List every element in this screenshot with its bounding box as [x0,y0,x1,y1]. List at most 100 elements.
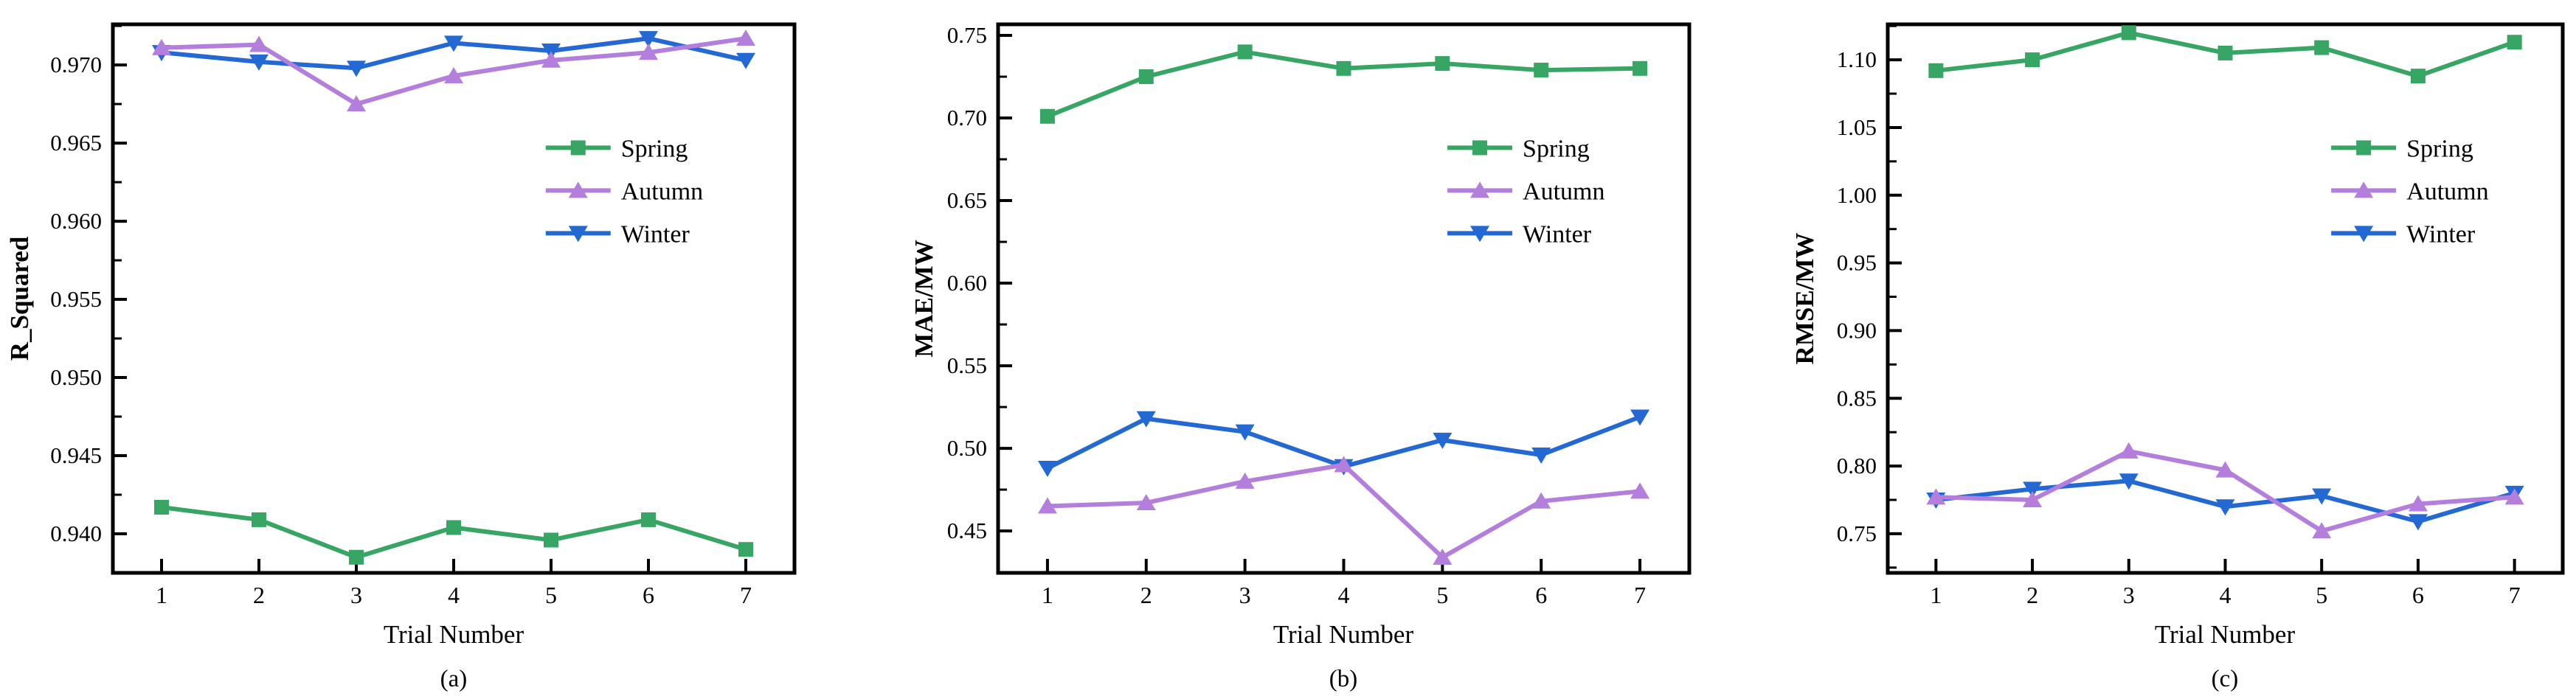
winter-marker [2119,473,2139,490]
y-tick-label: 0.95 [1837,250,1877,276]
autumn-marker [1334,456,1354,473]
spring-marker [2217,45,2233,60]
x-tick-label: 6 [2412,582,2424,608]
autumn-series [152,29,755,112]
legend-item-spring: Spring [545,135,688,162]
legend-marker [2354,181,2374,198]
autumn-marker [736,29,755,46]
spring-marker [738,542,753,557]
legend: Spring Autumn Winter [545,135,703,248]
autumn-marker [1235,472,1255,489]
autumn-marker [1531,492,1551,509]
panel-caption-c: (c) [2212,666,2239,692]
spring-marker [1138,69,1154,85]
spring-marker [2121,25,2136,41]
legend-item-spring: Spring [1447,135,1590,162]
autumn-marker [2023,491,2043,508]
y-tick-label: 0.75 [1837,521,1877,546]
y-tick-label: 0.55 [947,352,987,378]
spring-marker [1632,60,1648,76]
x-tick-label: 6 [1535,582,1547,608]
x-tick-label: 3 [1239,582,1251,608]
chart-svg-c: 0.75 0.80 0.85 0.90 0.95 1.00 1.05 1.10 1 2 3 4 5 6 7 S… [1790,22,2565,692]
y-tick-label: 0.970 [50,52,102,77]
winter-marker [1531,448,1551,464]
autumn-marker [1630,482,1650,499]
x-tick-label: 7 [1634,582,1646,608]
y-tick-label: 0.80 [1837,453,1877,478]
y-tick-label: 0.950 [50,364,102,390]
y-axis-ticks: 0.940 0.945 0.950 0.955 0.960 0.965 0.970 [50,24,127,546]
y-tick-label: 0.65 [947,187,987,213]
legend: Spring Autumn Winter [2331,135,2489,248]
legend-label: Spring [2406,135,2473,162]
chart-area-b: 0.45 0.50 0.55 0.60 0.65 0.70 0.75 1 2 3 4 5 6 7 Sprin… [947,22,1692,608]
x-axis-ticks: 1 2 3 4 5 6 7 [1930,559,2521,608]
autumn-marker [249,35,269,52]
legend-marker [1470,226,1490,243]
legend-item-winter: Winter [2331,220,2476,248]
y-tick-label: 0.50 [947,435,987,461]
x-tick-label: 3 [2123,582,2135,608]
spring-series [154,499,753,565]
y-tick-label: 0.955 [50,286,102,312]
y-tick-label: 0.965 [50,130,102,156]
x-tick-label: 5 [1436,582,1448,608]
spring-marker [349,549,364,565]
plot-frame [996,22,1692,575]
y-tick-label: 0.960 [50,208,102,234]
legend-label: Autumn [1523,178,1604,205]
x-axis-ticks: 1 2 3 4 5 6 7 [156,559,752,608]
autumn-marker [347,95,366,112]
x-tick-label: 7 [740,582,752,608]
autumn-series [1037,456,1650,565]
spring-marker [2410,69,2426,84]
autumn-series [1926,442,2524,539]
spring-series [1039,44,1648,124]
chart-area-a: 0.940 0.945 0.950 0.955 0.960 0.965 0.970 1 2 3 4 5… [50,22,797,608]
winter-marker [249,54,269,71]
x-tick-label: 4 [2220,582,2232,608]
x-tick-label: 7 [2509,582,2521,608]
winter-marker [1136,411,1156,428]
autumn-marker [1136,494,1156,511]
autumn-marker [152,38,171,55]
spring-marker [1435,56,1450,72]
y-tick-label: 0.90 [1837,317,1877,343]
winter-marker [1037,460,1057,477]
x-tick-label: 1 [1042,582,1053,608]
autumn-marker [1433,548,1453,565]
y-axis-title-b: MAE/MW [910,240,938,357]
legend-marker [2356,140,2372,156]
winter-marker [1433,432,1453,449]
legend-marker [2354,226,2374,243]
y-axis-title-c: RMSE/MW [1790,233,1819,365]
legend: Spring Autumn Winter [1447,135,1605,248]
spring-marker [252,512,266,527]
x-axis-ticks: 1 2 3 4 5 6 7 [1042,559,1646,608]
chart-area-c: 0.75 0.80 0.85 0.90 0.95 1.00 1.05 1.10 1 2 3 4 5 6 7 S… [1837,22,2565,608]
x-tick-label: 2 [2026,582,2038,608]
spring-marker [1336,60,1351,76]
winter-marker [736,52,755,69]
x-tick-label: 3 [350,582,362,608]
legend-label: Winter [1523,220,1592,248]
x-tick-label: 1 [156,582,167,608]
spring-marker [1928,63,1944,78]
winter-marker [2215,499,2235,516]
spring-marker [544,532,558,548]
plot-frame [1886,22,2565,575]
winter-marker [444,35,463,52]
autumn-marker [444,66,463,83]
legend-marker [1470,181,1490,198]
winter-marker [2023,481,2043,498]
panel-c: 0.75 0.80 0.85 0.90 0.95 1.00 1.05 1.10 1 2 3 4 5 6 7 S… [1717,0,2576,696]
winter-marker [639,31,658,48]
x-tick-label: 2 [1140,582,1152,608]
legend-marker [568,181,588,198]
y-tick-label: 0.45 [947,518,987,543]
y-tick-label: 0.945 [50,442,102,468]
chart-svg-a: 0.940 0.945 0.950 0.955 0.960 0.965 0.970 1 2 3 4 5… [5,22,797,692]
legend-marker [570,140,586,156]
